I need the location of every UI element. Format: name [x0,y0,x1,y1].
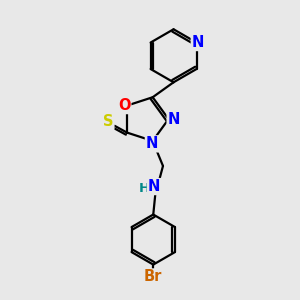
Text: Br: Br [144,269,163,284]
Text: N: N [148,179,160,194]
Text: H: H [139,182,150,195]
Text: N: N [168,112,180,127]
Text: S: S [103,114,113,129]
Text: N: N [192,35,204,50]
Text: O: O [118,98,130,113]
Text: N: N [146,136,158,152]
